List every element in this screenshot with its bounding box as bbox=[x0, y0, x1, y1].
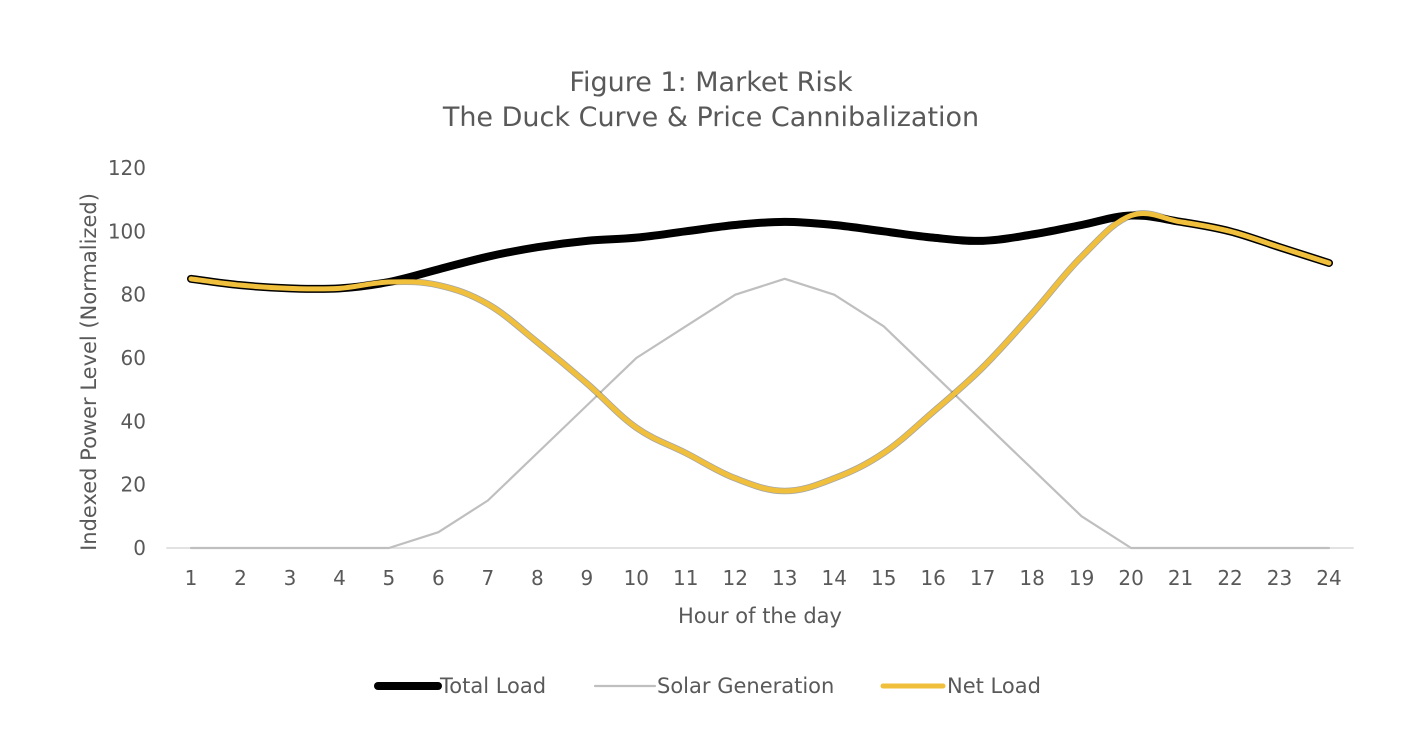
x-tick-label: 5 bbox=[383, 566, 396, 590]
x-tick-label: 18 bbox=[1019, 566, 1044, 590]
series-line-total-load bbox=[187, 211, 1333, 293]
series-line-solar-generation bbox=[189, 277, 1331, 550]
x-tick-label: 1 bbox=[185, 566, 198, 590]
x-axis-ticks: 1 2 3 4 5 6 7 8 9 10 11 12 13 14 15 16 17 18 19 20 21 22 23 24 bbox=[185, 566, 1342, 590]
chart-subtitle: The Duck Curve & Price Cannibalization bbox=[442, 102, 979, 133]
y-axis-title: Indexed Power Level (Normalized) bbox=[77, 193, 101, 551]
legend-label: Solar Generation bbox=[657, 674, 834, 698]
x-tick-label: 20 bbox=[1118, 566, 1143, 590]
legend-label: Net Load bbox=[947, 674, 1041, 698]
x-tick-label: 4 bbox=[333, 566, 346, 590]
series-line-net-load bbox=[188, 210, 1332, 494]
x-tick-label: 14 bbox=[821, 566, 846, 590]
series-line-net-load-outline bbox=[187, 210, 1333, 495]
y-tick-label: 40 bbox=[121, 409, 146, 433]
legend-item: Solar Generation bbox=[593, 674, 834, 698]
x-tick-label: 15 bbox=[871, 566, 896, 590]
x-axis-title: Hour of the day bbox=[678, 604, 842, 628]
y-axis-ticks: 0 20 40 60 80 100 120 bbox=[108, 156, 146, 560]
y-tick-label: 0 bbox=[133, 536, 146, 560]
legend: Total Load Solar Generation Net Load bbox=[374, 674, 1041, 698]
x-tick-label: 2 bbox=[234, 566, 247, 590]
x-tick-label: 6 bbox=[432, 566, 445, 590]
x-tick-label: 23 bbox=[1267, 566, 1292, 590]
x-tick-label: 7 bbox=[482, 566, 495, 590]
y-tick-label: 20 bbox=[121, 473, 146, 497]
x-tick-label: 12 bbox=[723, 566, 748, 590]
x-tick-label: 11 bbox=[673, 566, 698, 590]
y-tick-label: 100 bbox=[108, 219, 146, 243]
series-layer bbox=[187, 210, 1333, 550]
x-tick-label: 19 bbox=[1069, 566, 1094, 590]
x-tick-label: 16 bbox=[920, 566, 945, 590]
y-tick-label: 60 bbox=[121, 346, 146, 370]
x-tick-label: 8 bbox=[531, 566, 544, 590]
x-tick-label: 17 bbox=[970, 566, 995, 590]
x-tick-label: 24 bbox=[1316, 566, 1341, 590]
legend-label: Total Load bbox=[439, 674, 546, 698]
legend-item: Net Load bbox=[880, 674, 1041, 698]
x-tick-label: 21 bbox=[1168, 566, 1193, 590]
x-tick-label: 9 bbox=[580, 566, 593, 590]
x-tick-label: 13 bbox=[772, 566, 797, 590]
y-tick-label: 120 bbox=[108, 156, 146, 180]
x-tick-label: 22 bbox=[1217, 566, 1242, 590]
x-tick-label: 3 bbox=[284, 566, 297, 590]
x-tick-label: 10 bbox=[624, 566, 649, 590]
legend-item: Total Load bbox=[374, 674, 546, 698]
chart-title: Figure 1: Market Risk bbox=[569, 67, 853, 98]
y-tick-label: 80 bbox=[121, 283, 146, 307]
